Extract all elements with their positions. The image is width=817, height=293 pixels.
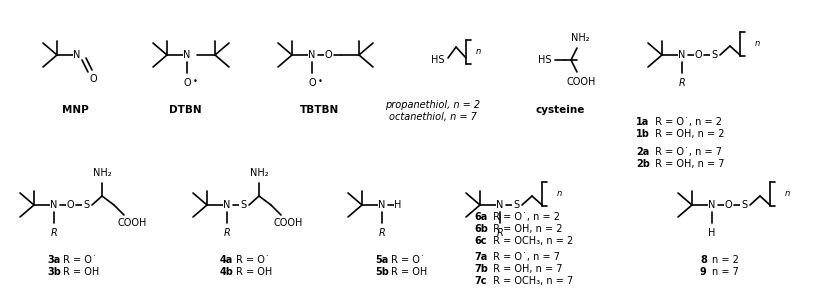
Text: S: S: [741, 200, 747, 210]
Text: R = OCH₃, n = 7: R = OCH₃, n = 7: [490, 276, 574, 286]
Text: 2a: 2a: [636, 147, 650, 157]
Text: 5b: 5b: [375, 267, 389, 277]
Text: S: S: [513, 200, 519, 210]
Text: S: S: [83, 200, 89, 210]
Text: R = O˙, n = 7: R = O˙, n = 7: [490, 252, 560, 262]
Text: propanethiol, n = 2: propanethiol, n = 2: [386, 100, 480, 110]
Text: octanethiol, n = 7: octanethiol, n = 7: [389, 112, 477, 122]
Text: NH₂: NH₂: [571, 33, 589, 43]
Text: COOH: COOH: [566, 77, 596, 87]
Text: R = OCH₃, n = 2: R = OCH₃, n = 2: [490, 236, 574, 246]
Text: N: N: [183, 50, 190, 60]
Text: R: R: [679, 78, 685, 88]
Text: R = OH, n = 7: R = OH, n = 7: [652, 159, 725, 169]
Text: O: O: [694, 50, 702, 60]
Text: 3a: 3a: [47, 255, 60, 265]
Text: O: O: [324, 50, 332, 60]
Text: 9: 9: [700, 267, 707, 277]
Text: 7b: 7b: [474, 264, 488, 274]
Text: R = OH: R = OH: [391, 267, 427, 277]
Text: O: O: [66, 200, 74, 210]
Text: HS: HS: [538, 55, 551, 65]
Text: n: n: [784, 190, 789, 198]
Text: 1a: 1a: [636, 117, 650, 127]
Text: TBTBN: TBTBN: [301, 105, 340, 115]
Text: R: R: [224, 228, 230, 238]
Text: H: H: [708, 228, 716, 238]
Text: NH₂: NH₂: [250, 168, 268, 178]
Text: S: S: [711, 50, 717, 60]
Text: n: n: [556, 190, 561, 198]
Text: N: N: [496, 200, 504, 210]
Text: 6a: 6a: [474, 212, 487, 222]
Text: 2b: 2b: [636, 159, 650, 169]
Text: n: n: [754, 40, 760, 49]
Text: O: O: [308, 78, 316, 88]
Text: N: N: [51, 200, 58, 210]
Text: 1b: 1b: [636, 129, 650, 139]
Text: HS: HS: [431, 55, 444, 65]
Text: R = OH: R = OH: [236, 267, 272, 277]
Text: R = O˙: R = O˙: [236, 255, 270, 265]
Text: N: N: [308, 50, 315, 60]
Text: R: R: [378, 228, 386, 238]
Text: 3b: 3b: [47, 267, 61, 277]
Text: O: O: [89, 74, 96, 84]
Text: n = 7: n = 7: [712, 267, 739, 277]
Text: 8: 8: [700, 255, 707, 265]
Text: COOH: COOH: [274, 218, 302, 228]
Text: R = O˙, n = 2: R = O˙, n = 2: [490, 212, 560, 222]
Text: •: •: [318, 78, 323, 86]
Text: R = OH, n = 2: R = OH, n = 2: [490, 224, 562, 234]
Text: N: N: [378, 200, 386, 210]
Text: cysteine: cysteine: [535, 105, 585, 115]
Text: R: R: [497, 228, 503, 238]
Text: R = O˙, n = 7: R = O˙, n = 7: [652, 147, 722, 157]
Text: H: H: [395, 200, 402, 210]
Text: R = O˙: R = O˙: [391, 255, 425, 265]
Text: N: N: [678, 50, 685, 60]
Text: 7c: 7c: [474, 276, 486, 286]
Text: COOH: COOH: [118, 218, 147, 228]
Text: n: n: [475, 47, 480, 57]
Text: N: N: [74, 50, 81, 60]
Text: 6b: 6b: [474, 224, 488, 234]
Text: MNP: MNP: [61, 105, 88, 115]
Text: 5a: 5a: [375, 255, 388, 265]
Text: R = OH, n = 2: R = OH, n = 2: [652, 129, 725, 139]
Text: N: N: [223, 200, 230, 210]
Text: n = 2: n = 2: [712, 255, 739, 265]
Text: O: O: [183, 78, 191, 88]
Text: N: N: [708, 200, 716, 210]
Text: R = OH, n = 7: R = OH, n = 7: [490, 264, 562, 274]
Text: DTBN: DTBN: [168, 105, 201, 115]
Text: •: •: [193, 76, 198, 86]
Text: O: O: [724, 200, 732, 210]
Text: NH₂: NH₂: [92, 168, 111, 178]
Text: 7a: 7a: [474, 252, 487, 262]
Text: 4a: 4a: [220, 255, 233, 265]
Text: R: R: [51, 228, 57, 238]
Text: 6c: 6c: [474, 236, 486, 246]
Text: R = O˙, n = 2: R = O˙, n = 2: [652, 117, 722, 127]
Text: 4b: 4b: [220, 267, 234, 277]
Text: R = O˙: R = O˙: [63, 255, 96, 265]
Text: R = OH: R = OH: [63, 267, 99, 277]
Text: S: S: [240, 200, 246, 210]
